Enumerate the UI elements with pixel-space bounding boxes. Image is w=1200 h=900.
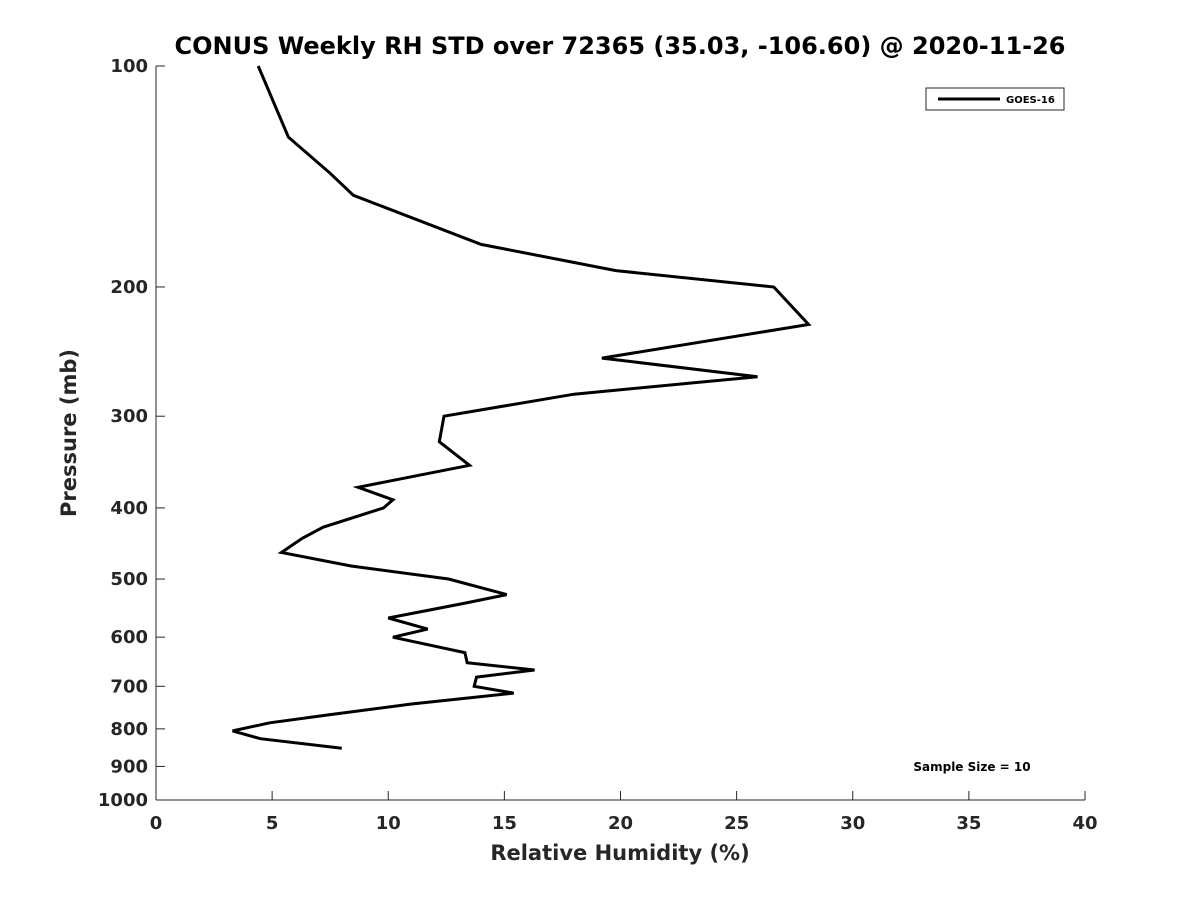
y-tick-label: 300 [110, 406, 148, 427]
legend-label-goes-16: GOES-16 [1006, 95, 1055, 106]
x-ticks: 0 5 10 15 20 25 30 35 40 [150, 791, 1098, 834]
chart-title: CONUS Weekly RH STD over 72365 (35.03, -… [174, 32, 1065, 60]
y-ticks: 100 200 300 400 500 600 700 800 900 1000 [98, 56, 165, 811]
x-tick-label: 30 [840, 813, 865, 834]
y-tick-label: 500 [110, 569, 148, 590]
y-tick-label: 400 [110, 498, 148, 519]
series-line-goes-16 [232, 65, 812, 750]
x-tick-label: 35 [956, 813, 981, 834]
y-axis-label: Pressure (mb) [57, 349, 81, 517]
legend: GOES-16 [925, 87, 1065, 111]
y-tick-label: 800 [110, 719, 148, 740]
x-axis-label: Relative Humidity (%) [490, 841, 749, 865]
y-tick-label: 1000 [98, 790, 148, 811]
series-layer [232, 65, 812, 750]
y-tick-label: 200 [110, 277, 148, 298]
x-tick-label: 5 [266, 813, 279, 834]
x-tick-label: 15 [492, 813, 517, 834]
x-tick-label: 10 [376, 813, 401, 834]
x-tick-label: 0 [150, 813, 163, 834]
x-tick-label: 20 [608, 813, 633, 834]
y-tick-label: 600 [110, 627, 148, 648]
x-tick-label: 40 [1072, 813, 1097, 834]
y-tick-label: 100 [110, 56, 148, 77]
y-tick-label: 700 [110, 676, 148, 697]
x-tick-label: 25 [724, 813, 749, 834]
y-tick-label: 900 [110, 756, 148, 777]
annotation-sample-size: Sample Size = 10 [913, 760, 1030, 774]
